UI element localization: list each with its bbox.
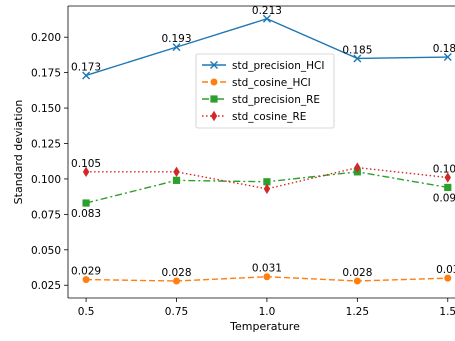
data-point-std-precision-re <box>263 178 271 186</box>
data-label-std-precision-hci: 0.213 <box>252 5 282 17</box>
data-label-std-cosine-hci: 0.029 <box>71 266 101 278</box>
data-label-std-precision-hci: 0.185 <box>342 44 372 56</box>
x-marker-stroke <box>172 43 181 52</box>
data-point-std-cosine-re <box>173 166 180 178</box>
data-label-std-precision-re: 0.094 <box>433 192 455 204</box>
data-point-std-cosine-hci <box>444 274 452 282</box>
x-marker-stroke <box>262 14 271 23</box>
data-point-std-cosine-hci <box>263 273 271 281</box>
data-point-std-precision-hci <box>262 14 271 23</box>
data-label-std-precision-re: 0.083 <box>71 208 101 220</box>
data-point-std-cosine-re <box>263 183 271 195</box>
legend-swatch-marker-std-precision-hci <box>210 61 218 69</box>
y-tick-label: 0.125 <box>31 138 61 150</box>
series-line-std-cosine-re <box>86 166 448 190</box>
legend-label-std-cosine-re: std_cosine_RE <box>232 111 306 123</box>
x-tick-label: 0.5 <box>78 306 95 318</box>
data-point-std-cosine-hci <box>82 276 90 284</box>
data-point-std-cosine-hci <box>353 277 361 285</box>
x-marker-stroke <box>443 53 452 62</box>
data-label-std-cosine-hci: 0.028 <box>342 267 372 279</box>
y-tick-label: 0.175 <box>31 68 61 80</box>
data-label-std-cosine-hci: 0.03 <box>436 264 455 276</box>
legend-swatch-marker-std-cosine-re <box>210 110 218 122</box>
x-tick-label: 1.5 <box>439 306 455 318</box>
data-label-std-cosine-hci: 0.028 <box>161 267 191 279</box>
x-marker-stroke <box>82 71 91 80</box>
legend-label-std-cosine-hci: std_cosine_HCI <box>232 77 311 89</box>
y-tick-label: 0.075 <box>31 209 61 221</box>
legend-box <box>195 53 335 129</box>
legend-label-std-precision-hci: std_precision_HCI <box>232 60 324 72</box>
y-tick-label: 0.100 <box>31 174 61 186</box>
x-tick-label: 1.0 <box>259 306 276 318</box>
axes-layer: 0.025 0.050 0.075 0.100 0.125 0.150 0.175 0.200… <box>31 5 455 318</box>
data-label-std-cosine-re: 0.101 <box>433 164 455 176</box>
data-point-std-precision-hci <box>443 53 452 62</box>
x-tick-label: 1.25 <box>346 306 369 318</box>
data-point-std-cosine-re <box>444 172 451 183</box>
data-label-std-precision-hci: 0.193 <box>161 33 191 45</box>
data-label-std-cosine-hci: 0.031 <box>252 263 282 275</box>
series-layer <box>82 14 452 285</box>
y-tick-label: 0.050 <box>31 245 61 257</box>
data-point-std-cosine-re <box>82 166 90 178</box>
data-point-std-precision-re <box>82 199 90 207</box>
x-marker-stroke <box>210 61 218 69</box>
data-point-std-precision-hci <box>353 54 362 63</box>
legend-swatch-marker-std-precision-re <box>210 95 218 103</box>
data-point-std-precision-re <box>172 176 181 184</box>
data-point-std-precision-hci <box>172 43 181 52</box>
data-point-std-cosine-re <box>354 162 361 173</box>
data-label-std-cosine-re: 0.105 <box>71 158 101 170</box>
data-point-std-precision-hci <box>82 71 91 80</box>
x-marker-stroke <box>353 54 362 63</box>
x-tick-label: 0.75 <box>165 306 188 318</box>
data-labels-layer: 0.173 0.193 0.213 0.185 0.186 0.029 0.028 0.031… <box>71 5 455 279</box>
legend: std_precision_HCI std_cosine_HCI std_preci… <box>195 53 335 129</box>
x-axis-label: Temperature <box>229 320 300 333</box>
data-point-std-precision-re <box>444 183 452 192</box>
legend-swatch-marker-std-cosine-hci <box>210 78 218 86</box>
data-label-std-precision-hci: 0.186 <box>433 43 455 55</box>
y-tick-label: 0.025 <box>31 280 61 292</box>
y-tick-label: 0.150 <box>31 103 61 115</box>
data-label-std-precision-hci: 0.173 <box>71 61 101 73</box>
legend-label-std-precision-re: std_precision_RE <box>232 94 320 106</box>
data-point-std-cosine-hci <box>173 277 181 285</box>
y-axis-label: Standard deviation <box>12 100 25 205</box>
y-tick-label: 0.200 <box>31 32 61 44</box>
